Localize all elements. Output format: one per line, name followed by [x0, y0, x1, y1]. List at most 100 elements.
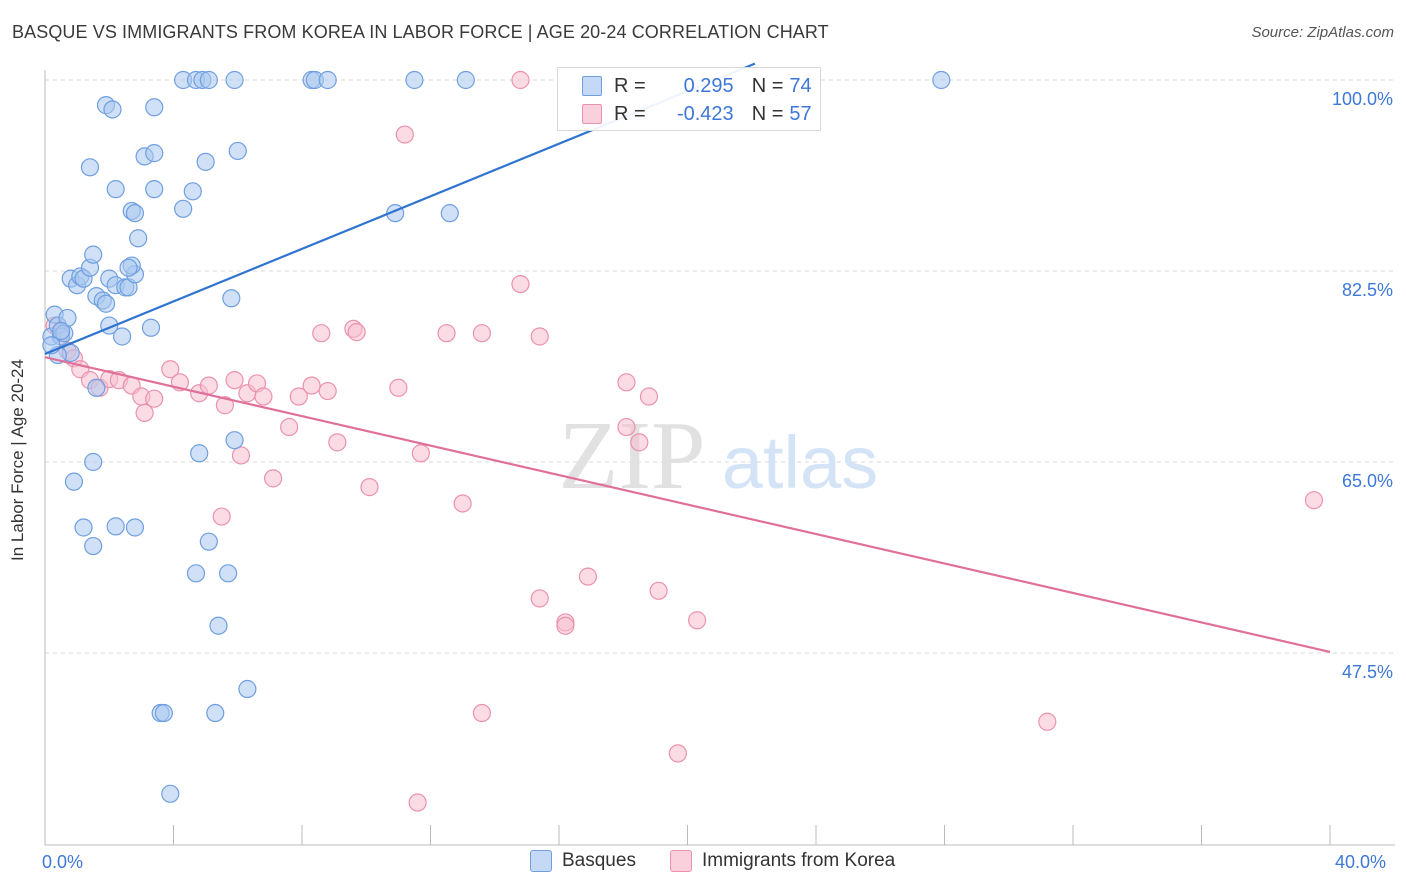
source-credit: Source: ZipAtlas.com	[1251, 24, 1394, 41]
korea-point	[472, 703, 491, 723]
legend-r-label: R =	[614, 102, 646, 125]
legend-label-basques: Basques	[562, 850, 636, 871]
watermark: ZIP atlas	[559, 402, 879, 510]
korea-point	[145, 389, 164, 408]
korea-point	[556, 616, 575, 635]
basque-point	[145, 98, 164, 117]
legend-swatch-basques	[530, 850, 552, 872]
korea-point	[360, 478, 379, 497]
korea-point	[578, 567, 598, 586]
basque-point	[174, 199, 193, 218]
korea-point	[289, 387, 308, 406]
basque-point	[96, 294, 116, 313]
basque-point	[119, 258, 138, 277]
korea-point	[472, 324, 491, 343]
basque-point	[225, 70, 244, 90]
basque-point	[219, 564, 238, 583]
basque-point	[199, 70, 218, 90]
korea-point	[302, 376, 321, 395]
korea-point	[530, 589, 549, 608]
korea-point	[408, 793, 427, 812]
korea-point	[212, 507, 231, 526]
basque-point	[112, 327, 132, 346]
legend-item-basques[interactable]: Basques	[530, 850, 636, 872]
basque-point	[145, 180, 164, 199]
basque-point	[228, 141, 247, 161]
legend-r-value: 0.295	[683, 74, 734, 97]
korea-point	[1038, 712, 1057, 731]
basque-point	[125, 204, 145, 223]
basque-point	[51, 321, 71, 341]
korea-point	[215, 396, 234, 415]
korea-point	[161, 360, 180, 379]
basque-point	[225, 431, 244, 450]
korea-point	[231, 446, 251, 465]
basque-point	[209, 616, 228, 635]
basque-point	[106, 180, 125, 199]
y-tick-label: 47.5%	[1342, 662, 1393, 682]
legend-label-korea: Immigrants from Korea	[702, 850, 896, 871]
basque-point	[206, 703, 225, 723]
korea-point	[1304, 491, 1324, 510]
y-axis-label: In Labor Force | Age 20-24	[8, 359, 27, 561]
korea-point	[411, 444, 430, 463]
y-tick-label: 65.0%	[1342, 471, 1393, 491]
basque-point	[196, 152, 215, 171]
y-tick-label: 82.5%	[1342, 280, 1393, 300]
korea-point	[617, 373, 636, 392]
basque-point	[64, 472, 84, 491]
basque-point	[183, 182, 202, 201]
basque-point	[106, 517, 125, 536]
chart-title: BASQUE VS IMMIGRANTS FROM KOREA IN LABOR…	[12, 22, 829, 42]
korea-point	[347, 323, 366, 342]
korea-point	[254, 387, 273, 406]
legend-swatch-korea	[670, 850, 692, 872]
basque-point	[238, 679, 257, 699]
basque-point	[932, 70, 951, 90]
series-basque-points	[42, 70, 951, 803]
legend-n-value: 74	[789, 74, 812, 97]
korea-point	[328, 433, 347, 452]
basque-point	[190, 444, 209, 463]
korea-point	[668, 744, 687, 763]
basque-point	[141, 318, 161, 337]
legend-item-korea[interactable]: Immigrants from Korea	[670, 850, 895, 872]
x-tick-label-max: 40.0%	[1335, 852, 1387, 872]
korea-point	[199, 376, 218, 395]
legend-row-basques: R = 0.295 N = 74	[582, 73, 812, 99]
korea-point	[389, 378, 408, 397]
legend-n-value: 57	[789, 102, 812, 125]
legend-n-label: N =	[751, 74, 784, 97]
basque-point	[318, 70, 337, 90]
korea-point	[511, 70, 530, 90]
korea-point	[617, 417, 636, 437]
x-tick-label-min: 0.0%	[42, 852, 84, 872]
legend-r-label: R =	[614, 74, 646, 97]
korea-point	[263, 469, 283, 488]
basque-point	[440, 204, 459, 223]
legend-n-label: N =	[751, 102, 784, 125]
y-tick-label: 100.0%	[1332, 89, 1393, 109]
korea-point	[437, 324, 456, 343]
axes	[44, 70, 1395, 846]
korea-point	[135, 403, 154, 422]
basque-point	[161, 784, 180, 803]
korea-point	[639, 387, 659, 406]
basque-point	[74, 518, 93, 537]
basque-point	[405, 70, 424, 90]
basque-point	[80, 158, 100, 177]
korea-point	[511, 274, 530, 294]
korea-point	[395, 125, 414, 144]
korea-trend-line	[44, 356, 1331, 653]
korea-point	[630, 433, 649, 452]
watermark-zip: ZIP	[559, 402, 706, 510]
legend-swatch-basques	[582, 76, 602, 96]
basque-point	[129, 229, 148, 248]
y-tick-labels: 100.0% 82.5% 65.0% 47.5%	[1332, 89, 1393, 682]
korea-point	[453, 494, 472, 513]
correlation-legend: R = 0.295 N = 74 R = -0.423 N = 57	[557, 67, 821, 131]
basque-point	[84, 245, 103, 264]
korea-point	[649, 581, 668, 600]
basque-point	[87, 378, 106, 397]
